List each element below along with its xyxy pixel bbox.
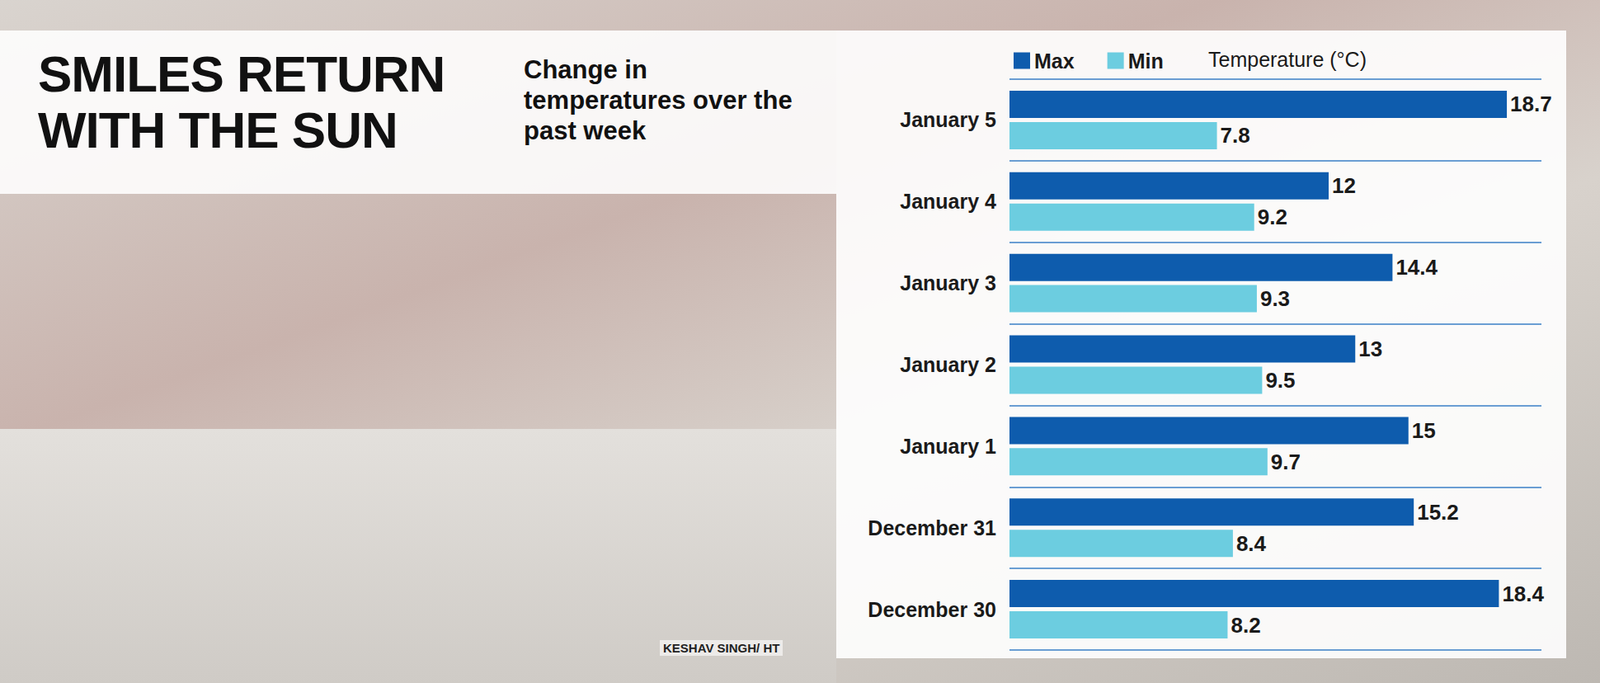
svg-text:January 1: January 1: [899, 434, 997, 458]
svg-text:January 2: January 2: [899, 352, 997, 377]
html-text:SMILES RETURN WITH THE SUN: SMILES RETURN WITH THE SUN: [37, 45, 445, 159]
svg-text:9.7: 9.7: [1270, 449, 1301, 475]
svg-text:9.3: 9.3: [1260, 286, 1290, 311]
svg-text:14.4: 14.4: [1395, 254, 1438, 280]
svg-text:18.7: 18.7: [1510, 91, 1553, 117]
svg-text:13: 13: [1358, 336, 1383, 362]
svg-text:Temperature (°C): Temperature (°C): [1208, 47, 1367, 71]
html-text:Change in temperatures over th: Change in temperatures over the past wee…: [523, 55, 793, 146]
svg-text:January 4: January 4: [899, 189, 997, 213]
html-text:KESHAV SINGH/ HT: KESHAV SINGH/ HT: [663, 640, 780, 655]
svg-text:Max: Max: [1034, 49, 1075, 73]
svg-text:15.2: 15.2: [1416, 499, 1459, 525]
svg-text:8.4: 8.4: [1236, 531, 1267, 556]
svg-text:December 30: December 30: [867, 597, 997, 622]
svg-text:15: 15: [1411, 418, 1436, 443]
svg-text:9.2: 9.2: [1257, 204, 1288, 230]
svg-text:7.8: 7.8: [1220, 122, 1251, 148]
svg-text:9.5: 9.5: [1265, 367, 1295, 393]
svg-text:18.4: 18.4: [1501, 581, 1544, 607]
svg-text:12: 12: [1331, 173, 1356, 198]
svg-text:8.2: 8.2: [1230, 612, 1261, 638]
svg-text:Min: Min: [1128, 49, 1164, 73]
svg-text:January 5: January 5: [899, 108, 997, 132]
svg-text:January 3: January 3: [899, 271, 997, 295]
svg-text:December 31: December 31: [867, 516, 997, 540]
